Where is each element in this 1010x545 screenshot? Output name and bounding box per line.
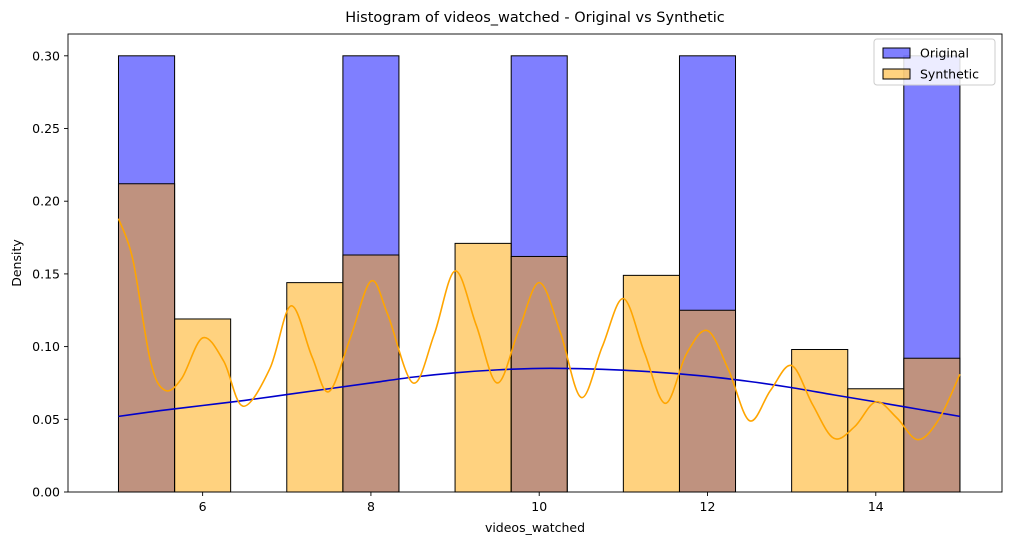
bar-synthetic-6 bbox=[454, 242, 512, 493]
y-tick-label: 0.20 bbox=[32, 194, 60, 209]
bar-synthetic-10 bbox=[678, 309, 737, 493]
y-tick-label: 0.30 bbox=[32, 48, 60, 63]
bar-synthetic-13 bbox=[847, 388, 905, 493]
legend-label-synthetic: Synthetic bbox=[920, 67, 979, 82]
legend-swatch-original bbox=[882, 47, 911, 59]
bar-synthetic-12 bbox=[791, 349, 849, 493]
y-tick-label: 0.15 bbox=[32, 266, 60, 281]
bar-synthetic-7 bbox=[510, 255, 568, 493]
series-bars-synthetic bbox=[117, 183, 961, 493]
x-axis: 6 8 10 12 14 bbox=[199, 492, 884, 514]
y-tick-label: 0.05 bbox=[32, 412, 60, 427]
chart-title: Histogram of videos_watched - Original v… bbox=[345, 10, 725, 26]
legend-label-original: Original bbox=[920, 46, 969, 61]
kde-line-original bbox=[118, 367, 961, 418]
kde-lines bbox=[117, 218, 961, 441]
x-tick-label: 8 bbox=[367, 499, 375, 514]
x-tick-label: 12 bbox=[700, 499, 716, 514]
x-tick-label: 6 bbox=[199, 499, 207, 514]
x-axis-label: videos_watched bbox=[485, 520, 585, 535]
y-axis: 0.00 0.05 0.10 0.15 0.20 0.25 0.30 bbox=[32, 48, 68, 500]
legend: Original Synthetic bbox=[873, 38, 996, 86]
x-tick-label: 14 bbox=[868, 499, 884, 514]
y-tick-label: 0.25 bbox=[32, 121, 60, 136]
legend-swatch-synthetic bbox=[882, 68, 911, 80]
plot-frame bbox=[67, 33, 1003, 493]
bar-synthetic-14 bbox=[903, 357, 961, 493]
y-axis-label: Density bbox=[9, 239, 24, 287]
histogram-bars bbox=[117, 55, 961, 493]
bar-synthetic-9 bbox=[622, 274, 680, 493]
kde-line-synthetic bbox=[117, 218, 961, 441]
x-tick-label: 10 bbox=[531, 499, 547, 514]
y-tick-label: 0.00 bbox=[32, 485, 60, 500]
y-tick-label: 0.10 bbox=[32, 339, 60, 354]
bar-synthetic-4 bbox=[342, 254, 400, 493]
